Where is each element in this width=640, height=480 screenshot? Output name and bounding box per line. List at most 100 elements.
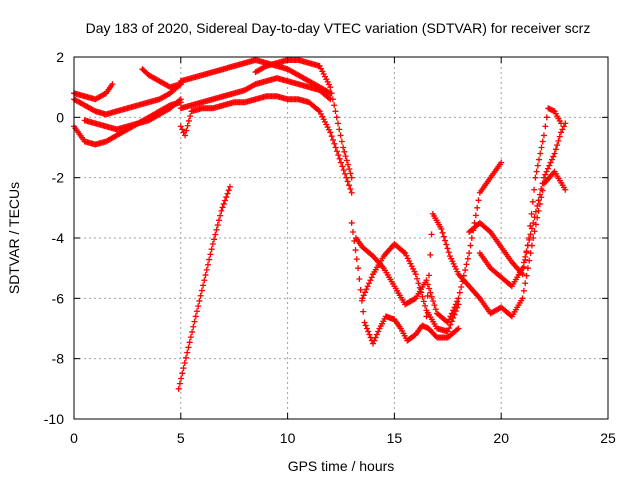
data-point: [540, 132, 547, 139]
data-point: [422, 302, 429, 309]
data-point: [420, 298, 427, 305]
data-point: [538, 185, 545, 192]
data-point: [355, 265, 362, 272]
data-point: [543, 168, 550, 175]
data-point: [454, 304, 461, 311]
data-point: [226, 183, 233, 190]
data-point: [186, 339, 193, 346]
data-point: [223, 194, 230, 201]
data-point: [187, 113, 194, 120]
x-tick-label: 5: [177, 430, 185, 446]
series-track-h: [177, 75, 334, 112]
data-point: [438, 225, 445, 232]
data-point: [443, 241, 450, 248]
data-point: [533, 168, 540, 175]
data-point: [332, 108, 339, 115]
data-point: [251, 81, 258, 88]
data-point: [464, 255, 471, 262]
data-point: [206, 256, 213, 263]
data-point: [348, 189, 355, 196]
data-point: [336, 126, 343, 133]
data-point: [455, 301, 462, 308]
data-point: [546, 162, 553, 169]
data-point: [183, 127, 190, 134]
data-point: [539, 180, 546, 187]
data-point: [362, 289, 369, 296]
data-point: [197, 292, 204, 299]
y-tick-label: 0: [56, 109, 64, 125]
data-point: [343, 174, 350, 181]
data-point: [352, 247, 359, 254]
data-point: [542, 123, 549, 130]
data-point: [454, 326, 461, 333]
data-point: [218, 207, 225, 214]
data-point: [327, 84, 334, 91]
data-point: [328, 133, 335, 140]
data-point: [415, 280, 422, 287]
x-axis-label: GPS time / hours: [288, 458, 395, 474]
data-point: [450, 314, 457, 321]
data-point: [209, 241, 216, 248]
data-point: [184, 349, 191, 356]
data-point: [529, 198, 536, 205]
data-point: [400, 248, 407, 255]
x-tick-label: 25: [600, 430, 616, 446]
y-tick-label: -6: [52, 290, 65, 306]
data-point: [543, 114, 550, 121]
data-point: [527, 231, 534, 238]
data-point: [185, 117, 192, 124]
data-point: [343, 157, 350, 164]
data-point: [439, 229, 446, 236]
data-point: [554, 142, 561, 149]
data-point: [182, 132, 189, 139]
data-point: [207, 251, 214, 258]
data-point: [522, 280, 529, 287]
data-point: [184, 122, 191, 129]
data-point: [536, 156, 543, 163]
data-point: [535, 207, 542, 214]
data-point: [539, 138, 546, 145]
data-point: [360, 308, 367, 315]
data-point: [414, 275, 421, 282]
data-point: [196, 297, 203, 304]
data-point: [219, 204, 226, 211]
series-track-a: [71, 81, 116, 103]
series-track-m: [359, 241, 462, 335]
data-point: [548, 156, 555, 163]
y-tick-label: -8: [52, 351, 65, 367]
data-point: [448, 318, 455, 325]
data-point: [337, 132, 344, 139]
data-point: [455, 295, 462, 302]
data-point: [203, 266, 210, 273]
data-point: [349, 228, 356, 235]
data-point: [363, 325, 370, 332]
data-point: [444, 245, 451, 252]
data-point: [370, 340, 377, 347]
series-track-l: [352, 159, 505, 326]
data-point: [467, 242, 474, 249]
data-point: [335, 120, 342, 127]
data-point: [544, 165, 551, 172]
data-point: [367, 334, 374, 341]
data-point: [180, 365, 187, 372]
data-point: [423, 313, 430, 320]
y-tick-label: -10: [44, 411, 64, 427]
data-point: [217, 212, 224, 219]
data-point: [528, 210, 535, 217]
data-point: [333, 114, 340, 121]
data-point: [532, 174, 539, 181]
data-point: [424, 281, 431, 288]
data-point: [458, 284, 465, 291]
data-point: [427, 289, 434, 296]
data-point: [542, 171, 549, 178]
data-point: [261, 63, 268, 70]
data-point: [348, 219, 355, 226]
data-point: [423, 277, 430, 284]
data-point: [547, 159, 554, 166]
data-point: [193, 308, 200, 315]
data-point: [361, 319, 368, 326]
data-point: [353, 256, 360, 263]
data-point: [360, 292, 367, 299]
data-point: [560, 123, 567, 130]
